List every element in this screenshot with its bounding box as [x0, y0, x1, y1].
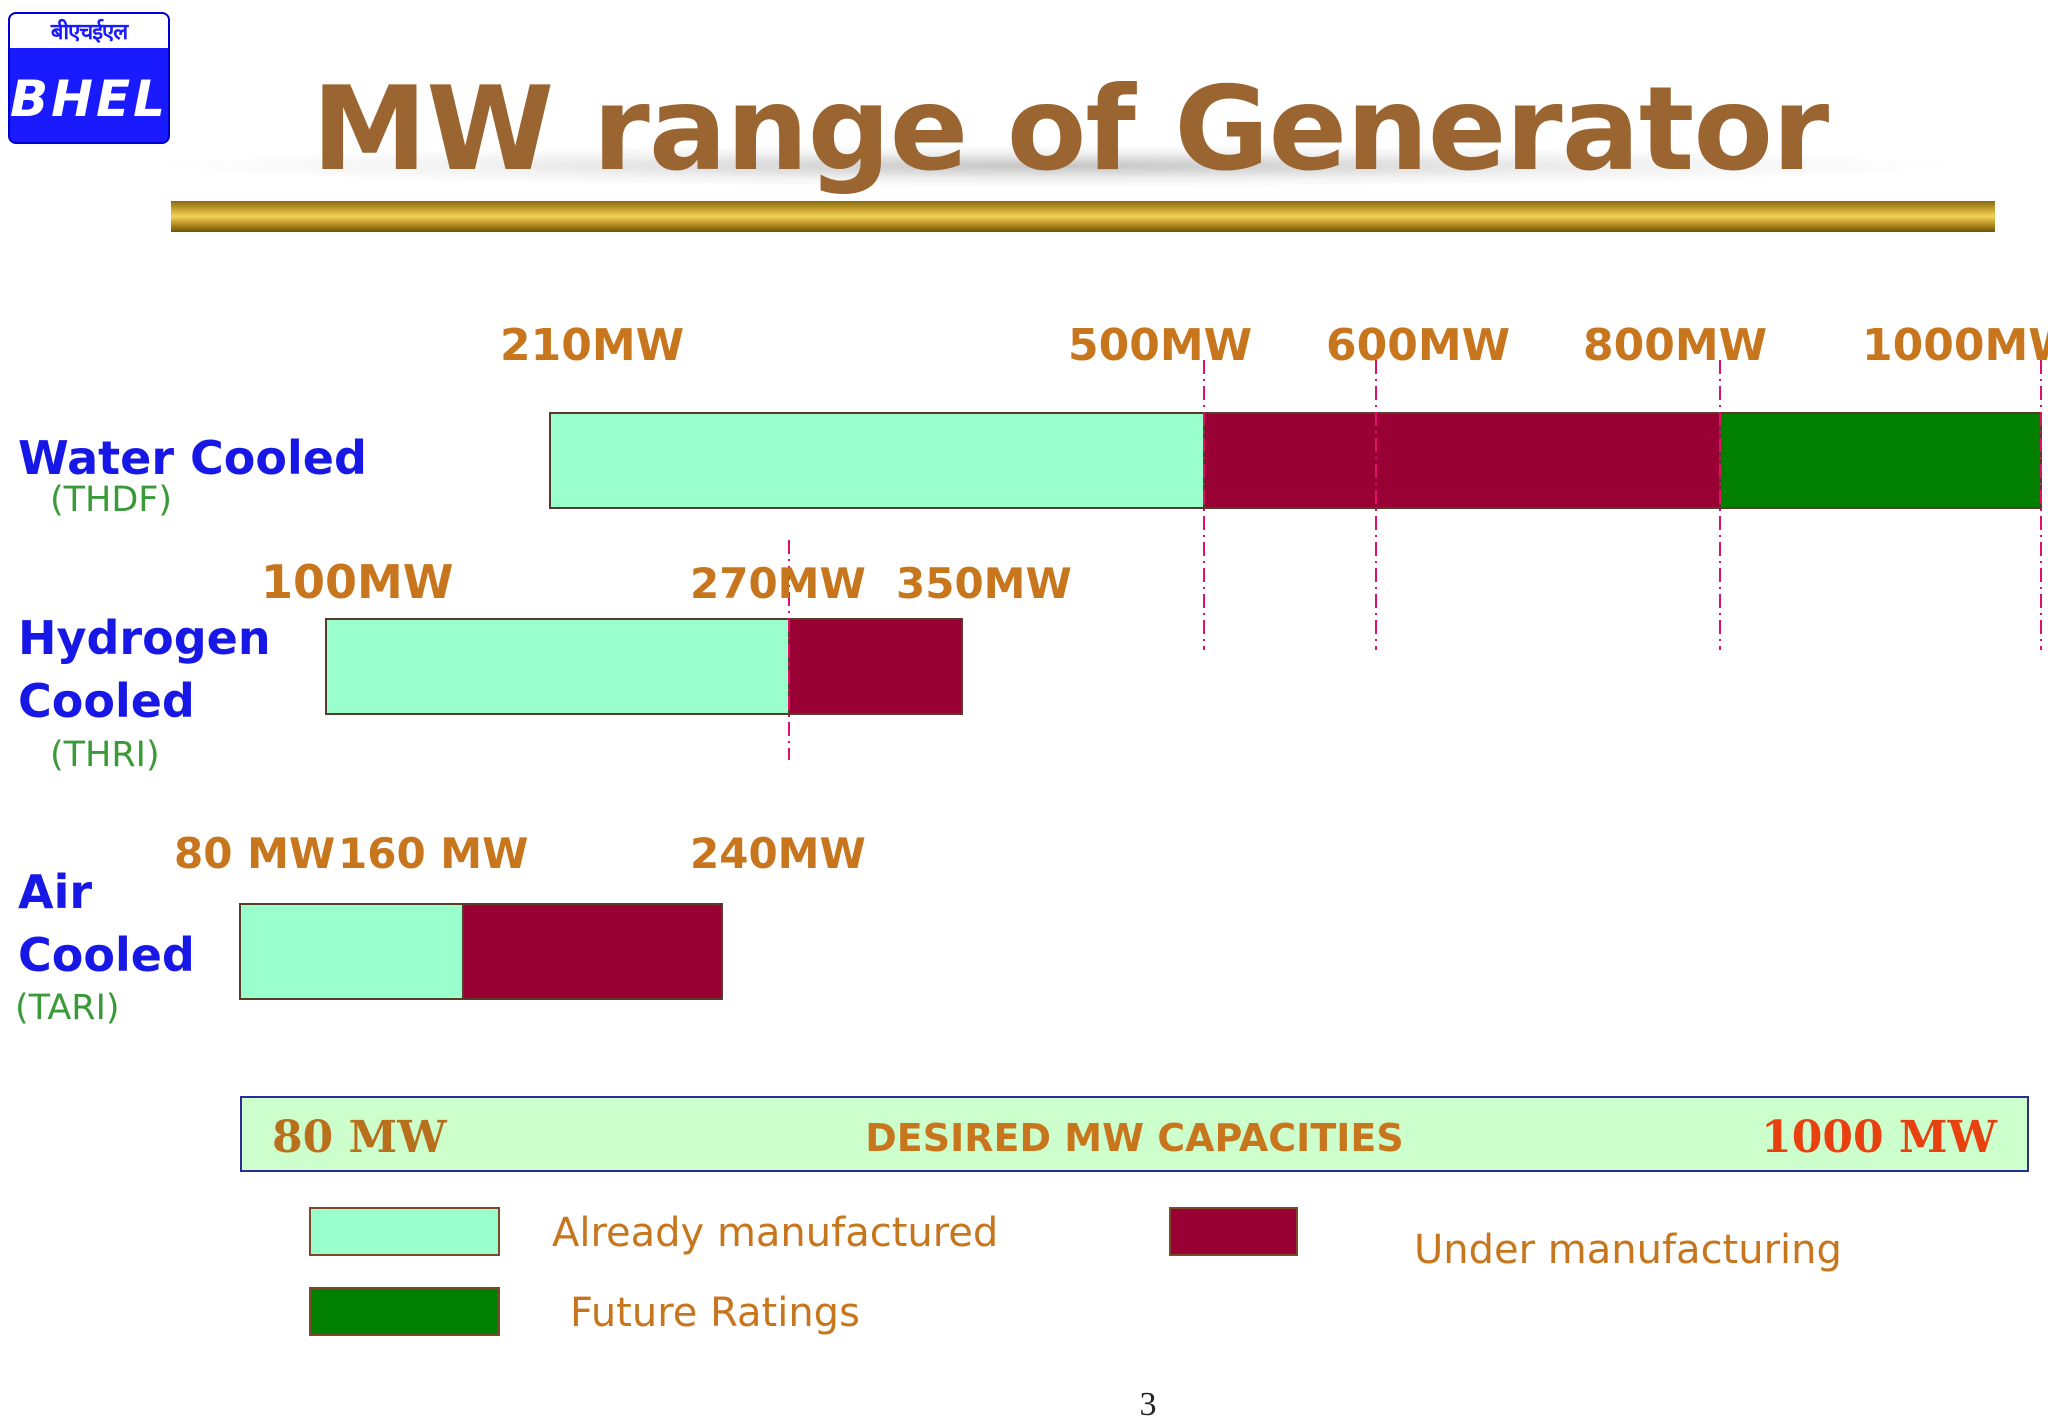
row-label-air-2: Cooled [18, 928, 195, 982]
legend-swatch-under [1169, 1207, 1298, 1256]
tick-label: 100MW [261, 555, 454, 609]
tick-label: 500MW [1068, 320, 1252, 371]
legend-swatch-future [309, 1287, 500, 1336]
row-sub-air: (TARI) [15, 988, 120, 1028]
row-label-water: Water Cooled [18, 431, 367, 485]
legend-swatch-already [309, 1207, 500, 1256]
desired-min-label: 80 MW [272, 1112, 447, 1163]
legend-label-already: Already manufactured [552, 1210, 999, 1256]
desired-capacities-bar: 80 MW DESIRED MW CAPACITIES 1000 MW [240, 1096, 2029, 1172]
tick-label: 270MW [690, 559, 866, 608]
page-number: 3 [1139, 1386, 1157, 1423]
bar-water-future [1719, 412, 2042, 509]
bar-air-already [239, 903, 464, 1000]
tick-label: 600MW [1326, 320, 1510, 371]
logo-top-strip [10, 14, 168, 50]
row-label-hydrogen-2: Cooled [18, 674, 195, 728]
row-label-hydrogen-1: Hydrogen [18, 611, 271, 665]
row-sub-water: (THDF) [50, 480, 173, 520]
desired-center-label: DESIRED MW CAPACITIES [865, 1116, 1404, 1160]
bar-water-under [1203, 412, 1721, 509]
tick-label: 160 MW [338, 829, 528, 878]
legend-label-under: Under manufacturing [1414, 1227, 1842, 1273]
logo-hindi-text: बीएचईएल [50, 20, 128, 45]
tick-label: 80 MW [174, 829, 335, 878]
tick-label: 240MW [690, 829, 866, 878]
tick-label: 350MW [896, 559, 1072, 608]
bhel-logo: बीएचईएल BHEL [8, 12, 170, 144]
bar-water-already [549, 412, 1205, 509]
tick-label: 800MW [1583, 320, 1767, 371]
bar-air-under [462, 903, 723, 1000]
desired-max-label: 1000 MW [1761, 1112, 1997, 1163]
bar-hydrogen-under [788, 618, 963, 715]
row-label-air-1: Air [18, 865, 93, 919]
title-underline-bar [171, 201, 1995, 232]
row-sub-hydrogen: (THRI) [50, 735, 160, 775]
tick-label: 210MW [500, 320, 684, 371]
bar-hydrogen-already [325, 618, 790, 715]
title-shadow [165, 145, 1945, 187]
slide-title: MW range of Generator [311, 62, 1829, 197]
legend-label-future: Future Ratings [570, 1290, 860, 1336]
logo-brand-text: BHEL [10, 70, 168, 128]
